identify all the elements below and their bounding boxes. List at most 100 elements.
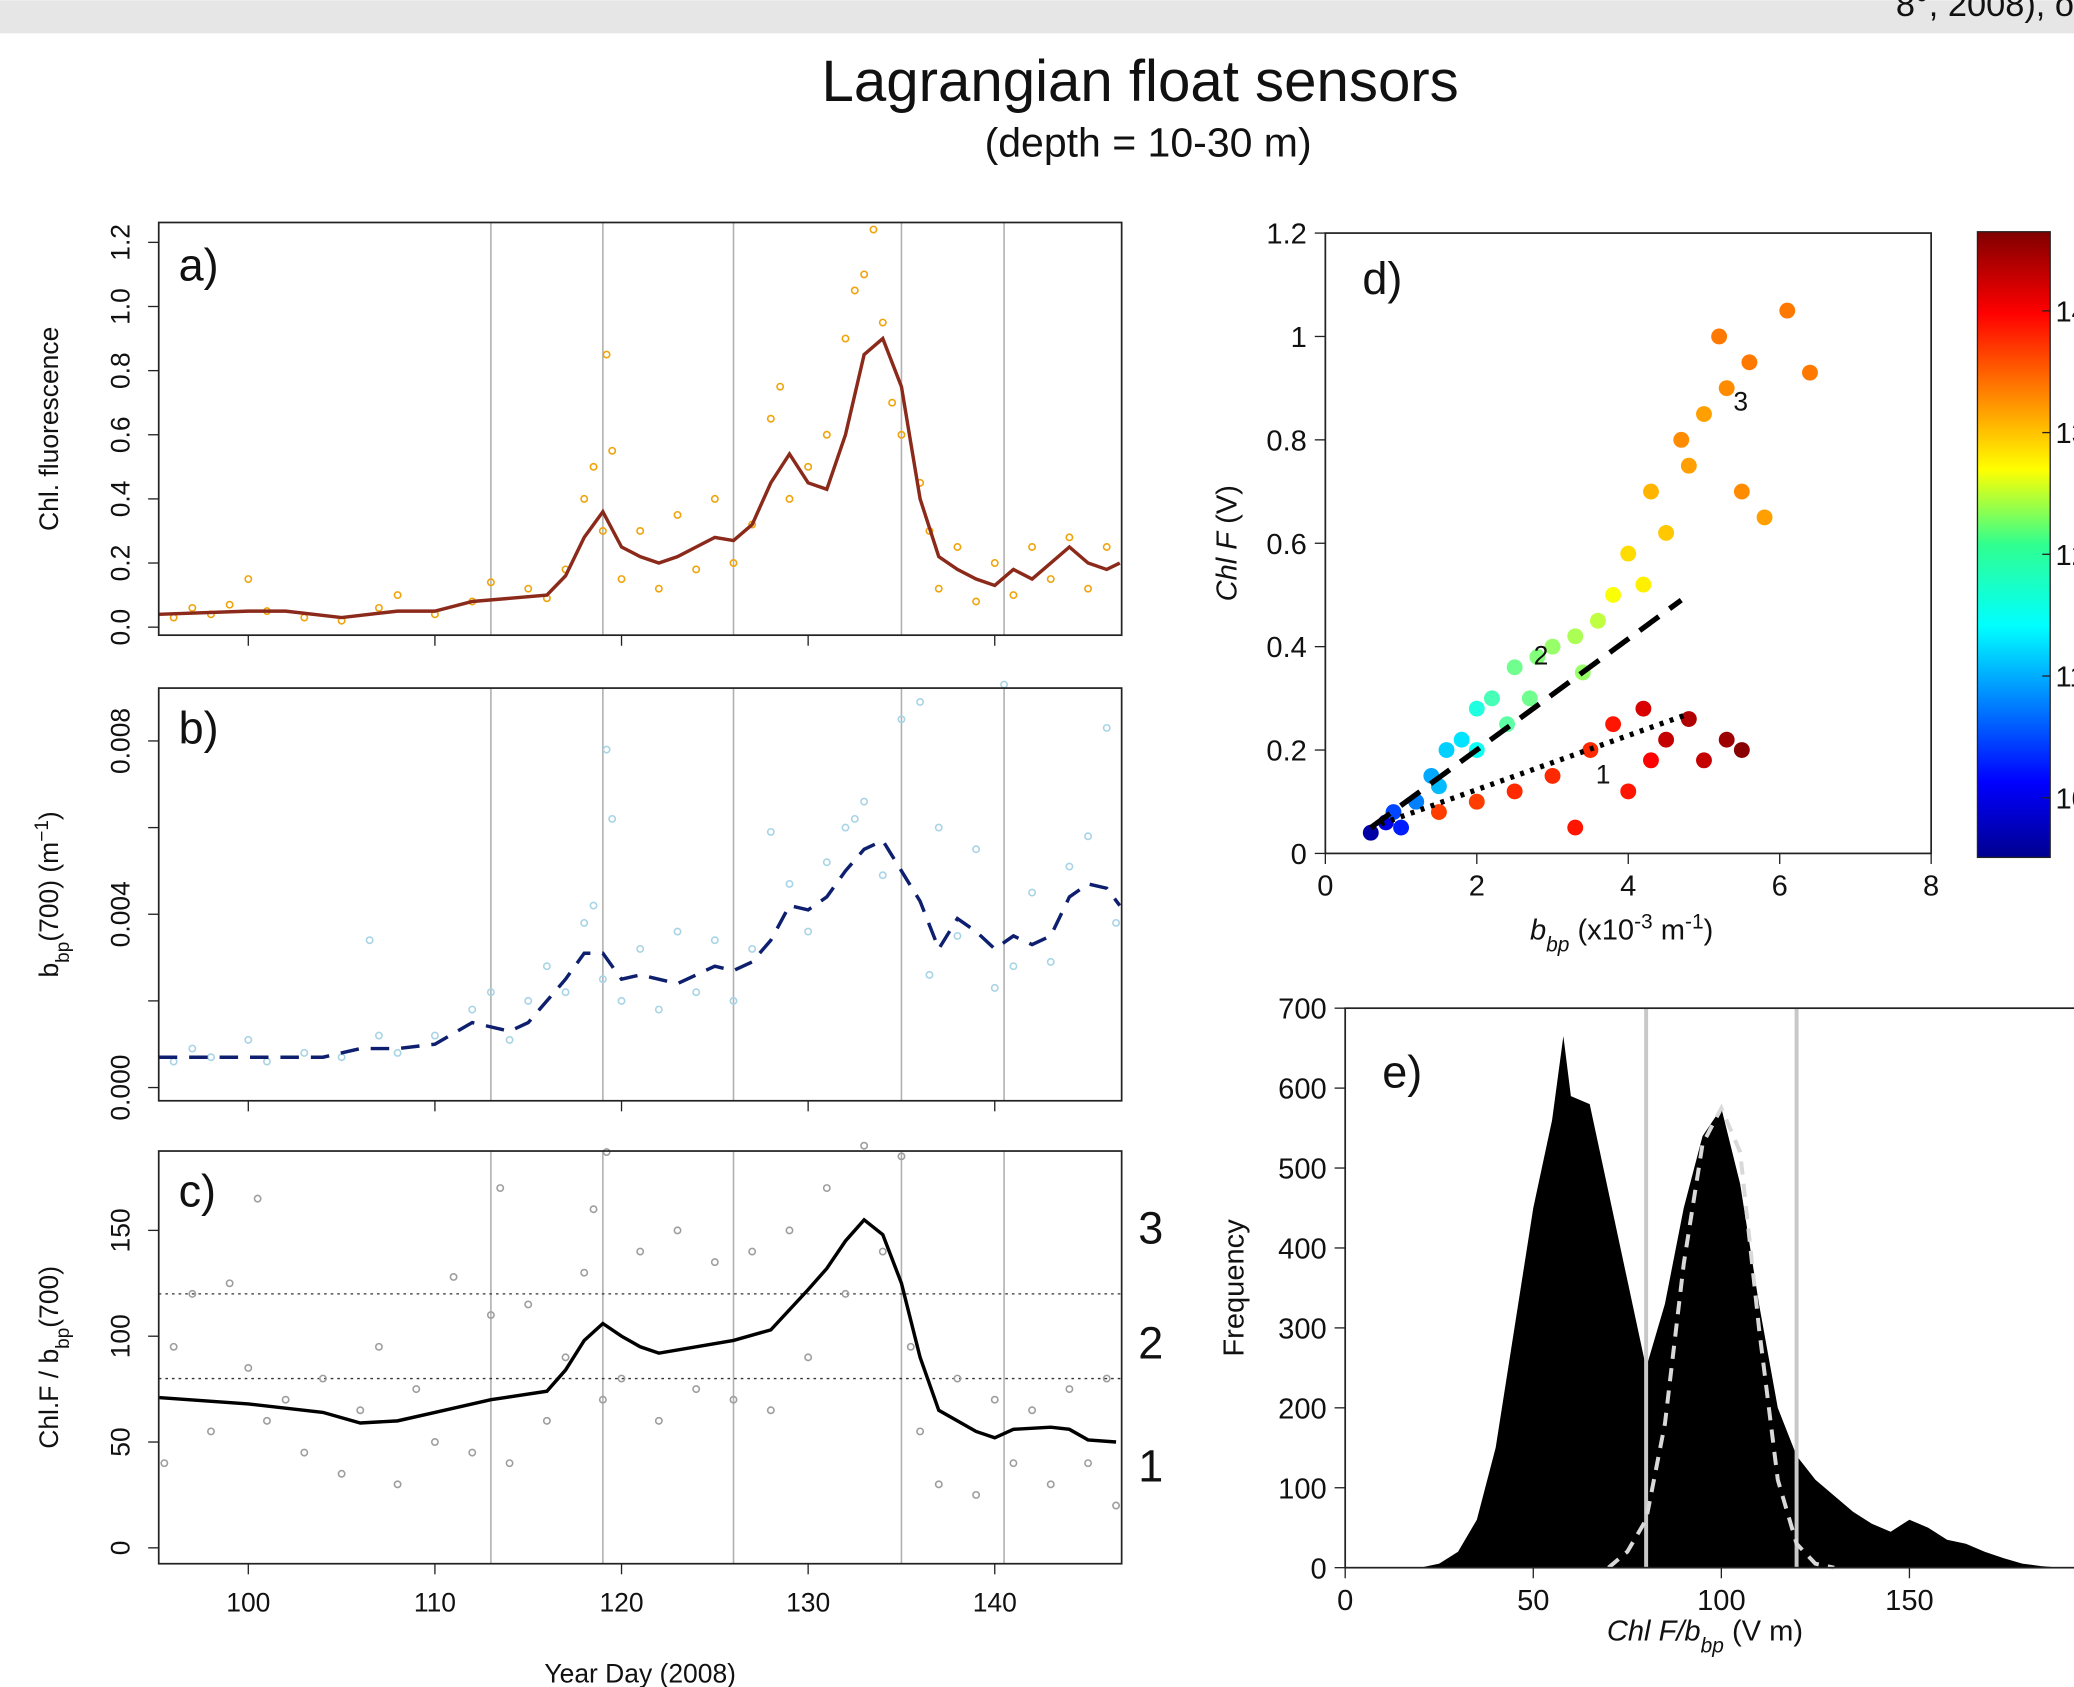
- data-point: [1009, 591, 1018, 600]
- data-point: [608, 446, 617, 455]
- data-point: [262, 1416, 271, 1425]
- label-part: -1: [1685, 910, 1704, 933]
- data-point: [598, 1395, 607, 1404]
- data-point: [1484, 690, 1500, 707]
- data-point: [804, 927, 813, 936]
- label-part: b: [1530, 914, 1546, 946]
- plot-frame: [1324, 232, 1933, 855]
- plot-frame: [157, 221, 1123, 637]
- data-point: [1802, 364, 1818, 381]
- data-point: [748, 944, 757, 953]
- data-point: [1393, 819, 1410, 836]
- y-tick-label: 600: [1278, 1074, 1327, 1106]
- x-tick-label: 110: [414, 1587, 456, 1617]
- data-point: [748, 1247, 757, 1256]
- data-point: [729, 996, 738, 1005]
- data-point: [692, 1385, 701, 1394]
- data-point: [496, 1184, 505, 1193]
- data-point: [1084, 832, 1093, 841]
- y-tick-label: 100: [106, 1314, 136, 1358]
- panel-label: a): [179, 240, 219, 291]
- data-point: [617, 996, 626, 1005]
- data-point: [1431, 804, 1447, 820]
- data-point: [860, 270, 869, 279]
- x-tick-label: 8: [1923, 871, 1939, 903]
- y-tick-label: 0.6: [1266, 529, 1306, 561]
- y-axis-title: Chl. fluorescence: [34, 327, 64, 531]
- x-axis-title: bbp (x10-3 m-1): [1530, 910, 1713, 956]
- y-tick-label: 0.8: [1266, 425, 1306, 457]
- label-part: Chl F/b: [1607, 1615, 1701, 1647]
- data-point: [1506, 783, 1523, 800]
- label-part: (V m): [1724, 1615, 1803, 1647]
- data-point: [505, 1035, 514, 1044]
- y-tick-label: 100: [1278, 1473, 1327, 1505]
- data-point: [953, 543, 962, 551]
- data-point: [1680, 457, 1697, 474]
- colorbar-tick-label: 140: [2055, 296, 2074, 328]
- y-axis-title: Chl F (V): [1212, 485, 1244, 601]
- label-part: (700): [34, 1266, 64, 1328]
- data-point: [1567, 628, 1584, 645]
- x-tick-label: 100: [226, 1587, 270, 1617]
- data-point: [393, 591, 402, 600]
- data-point: [300, 1048, 309, 1057]
- data-point: [729, 559, 738, 567]
- data-point: [589, 462, 598, 471]
- data-point: [188, 603, 197, 612]
- x-tick-label: 6: [1772, 871, 1788, 903]
- data-point: [542, 1416, 551, 1425]
- plot-frame: [157, 1150, 1123, 1565]
- data-point: [1468, 700, 1485, 717]
- data-point: [1620, 545, 1637, 562]
- data-point: [598, 975, 607, 984]
- panel-label: b): [179, 703, 219, 754]
- data-point: [878, 1247, 887, 1256]
- data-point: [561, 988, 570, 997]
- data-point: [300, 613, 309, 622]
- x-tick-label: 50: [1517, 1585, 1549, 1617]
- data-point: [1673, 431, 1690, 448]
- x-tick-label: 0: [1337, 1585, 1353, 1617]
- data-point: [654, 584, 663, 593]
- x-tick-label: 4: [1620, 871, 1636, 903]
- y-tick-label: 0: [1291, 839, 1307, 871]
- data-point: [785, 1226, 794, 1235]
- y-axis-title: Frequency: [1218, 1219, 1250, 1357]
- label-part: ): [1704, 914, 1714, 946]
- data-point: [1102, 723, 1111, 732]
- fit-curve: [1607, 1103, 1835, 1570]
- data-point: [1733, 483, 1750, 500]
- data-point: [710, 936, 719, 945]
- data-point: [972, 1490, 981, 1499]
- data-point: [1112, 918, 1121, 927]
- data-point: [654, 1416, 663, 1425]
- data-point: [300, 1448, 309, 1457]
- data-point: [430, 1031, 439, 1040]
- data-point: [888, 398, 897, 407]
- data-point: [916, 1427, 925, 1436]
- data-point: [822, 1184, 831, 1193]
- label-part: ): [34, 811, 64, 820]
- x-tick-label: 0: [1317, 871, 1333, 903]
- data-point: [860, 797, 869, 806]
- label-part: Frequency: [1218, 1219, 1250, 1357]
- panel-label: c): [179, 1166, 216, 1217]
- data-point: [934, 823, 943, 832]
- fit-label: 2: [1534, 640, 1549, 670]
- data-point: [934, 584, 943, 593]
- data-point: [580, 1268, 589, 1277]
- data-point: [1733, 742, 1750, 758]
- data-point: [580, 918, 589, 927]
- data-point: [766, 414, 775, 423]
- data-point: [1453, 731, 1470, 748]
- x-tick-label: 140: [973, 1587, 1017, 1617]
- side-label: 2: [1138, 1318, 1163, 1369]
- data-point: [1438, 742, 1455, 758]
- data-point: [822, 858, 831, 867]
- title: Lagrangian float sensors: [822, 49, 1459, 114]
- y-tick-label: 1.2: [106, 224, 136, 261]
- data-point: [1046, 957, 1055, 966]
- data-point: [841, 1289, 850, 1298]
- data-point: [673, 510, 682, 519]
